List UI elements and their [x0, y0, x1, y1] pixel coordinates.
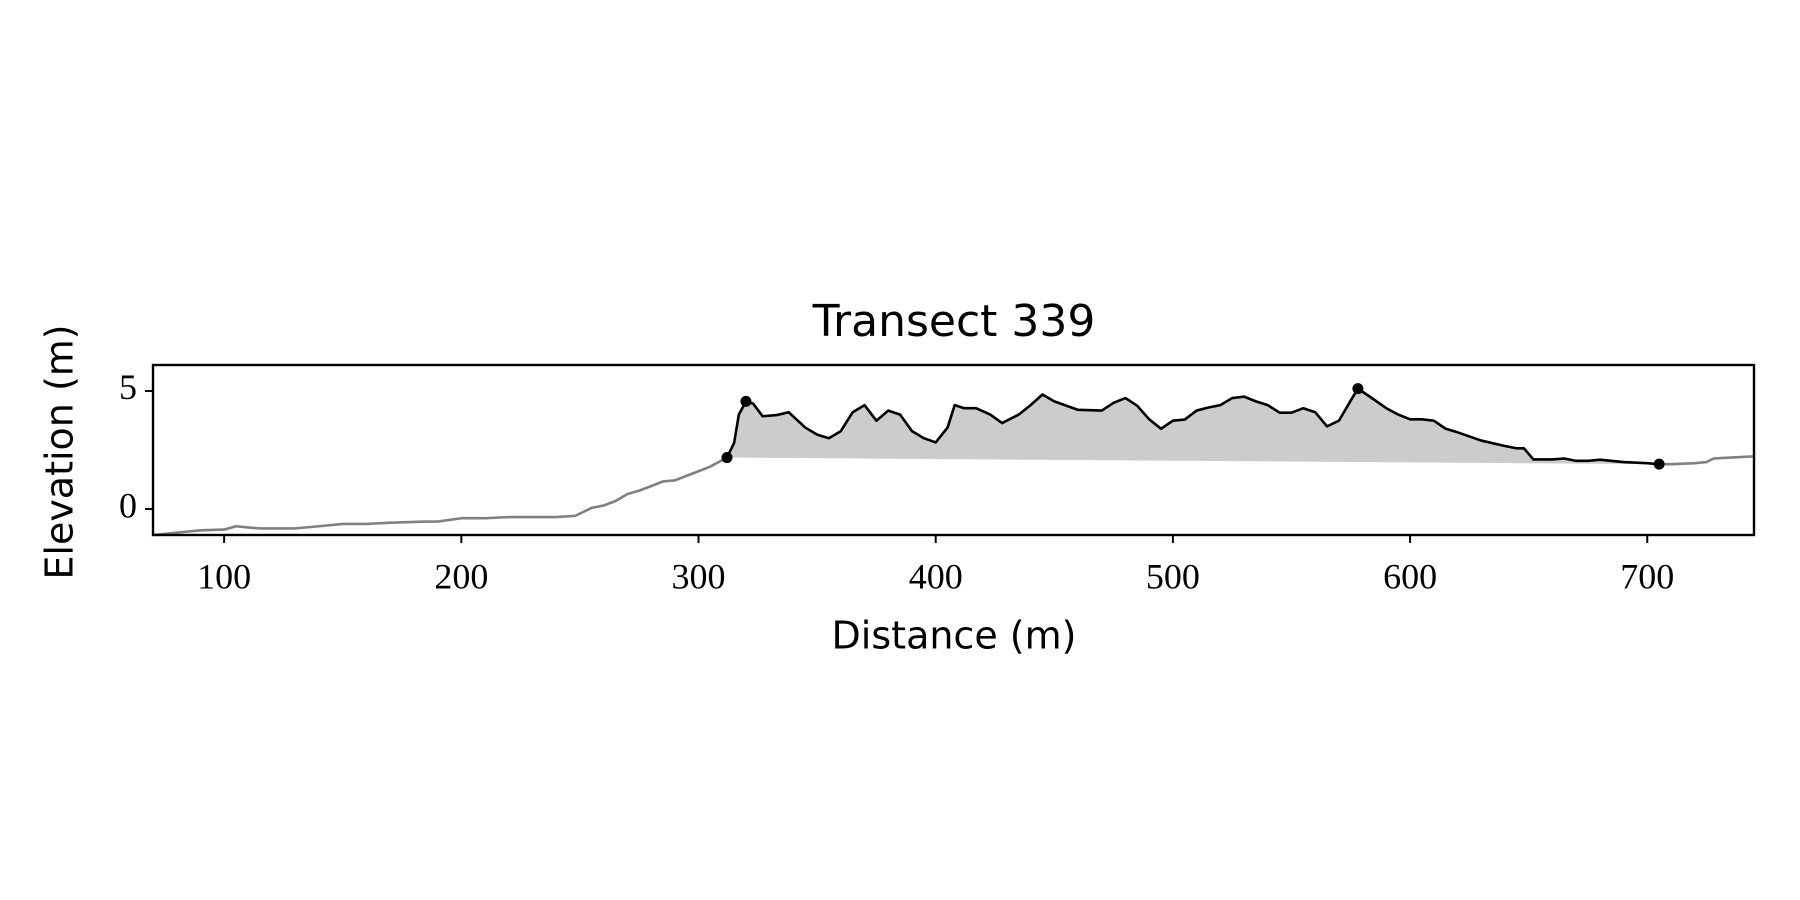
x-tick-label: 200 — [434, 556, 488, 596]
profile-line — [1659, 455, 1755, 466]
profile-line — [152, 456, 728, 537]
x-tick-label: 700 — [1620, 556, 1674, 596]
profile-line — [725, 387, 1660, 466]
chart-title: Transect 339 — [812, 296, 1096, 347]
marker-point — [1352, 383, 1364, 395]
x-tick-label: 100 — [197, 556, 251, 596]
x-tick-label: 400 — [909, 556, 963, 596]
shaded-area — [726, 388, 1660, 465]
marker-point — [740, 395, 752, 407]
marker-point — [721, 452, 733, 464]
x-tick-label: 500 — [1146, 556, 1200, 596]
plot-frame — [151, 363, 1756, 537]
y-tick-label: 5 — [119, 367, 137, 407]
marker-point — [1653, 458, 1665, 470]
x-tick-label: 300 — [672, 556, 726, 596]
x-tick-label: 600 — [1383, 556, 1437, 596]
y-tick-label: 0 — [119, 485, 137, 525]
y-axis-label: Elevation (m) — [38, 324, 82, 579]
x-axis-label: Distance (m) — [832, 614, 1077, 658]
